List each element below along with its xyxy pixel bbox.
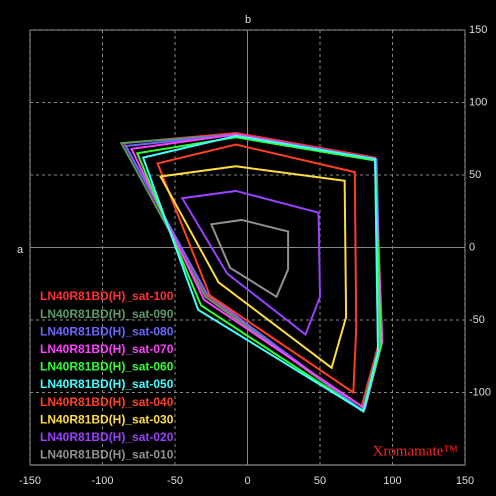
- x-tick-label: 0: [244, 475, 250, 487]
- legend-label: LN40R81BD(H)_sat-020: [40, 430, 174, 444]
- x-tick-label: -100: [91, 475, 113, 487]
- y-tick-label: 150: [469, 24, 487, 36]
- gamut-polygon: [156, 143, 358, 395]
- legend-label: LN40R81BD(H)_sat-090: [40, 307, 174, 321]
- gamut-polygon: [135, 136, 382, 413]
- x-tick-label: 100: [383, 475, 401, 487]
- legend-label: LN40R81BD(H)_sat-100: [40, 289, 174, 303]
- gamut-polygon: [209, 218, 290, 299]
- x-tick-label: -150: [19, 475, 41, 487]
- legend-label: LN40R81BD(H)_sat-060: [40, 360, 174, 374]
- y-axis-label: b: [245, 14, 251, 26]
- legend-label: LN40R81BD(H)_sat-070: [40, 342, 174, 356]
- gamut-polygon: [158, 165, 348, 370]
- x-tick-label: 150: [456, 475, 474, 487]
- legend-label: LN40R81BD(H)_sat-050: [40, 377, 174, 391]
- x-tick-label: -50: [167, 475, 183, 487]
- y-tick-label: 100: [469, 96, 487, 108]
- gamut-polygon: [180, 189, 322, 337]
- legend-label: LN40R81BD(H)_sat-030: [40, 412, 174, 426]
- y-tick-label: 0: [469, 241, 475, 253]
- watermark: Xromamate™: [372, 443, 458, 459]
- legend-label: LN40R81BD(H)_sat-010: [40, 448, 174, 462]
- x-tick-label: 50: [314, 475, 326, 487]
- gamut-polygon: [141, 134, 380, 413]
- legend-label: LN40R81BD(H)_sat-040: [40, 395, 174, 409]
- y-tick-label: -50: [469, 314, 485, 326]
- y-tick-label: -100: [469, 386, 491, 398]
- y-tick-label: 50: [469, 169, 481, 181]
- legend-label: LN40R81BD(H)_sat-080: [40, 324, 174, 338]
- x-axis-label: a: [17, 244, 24, 256]
